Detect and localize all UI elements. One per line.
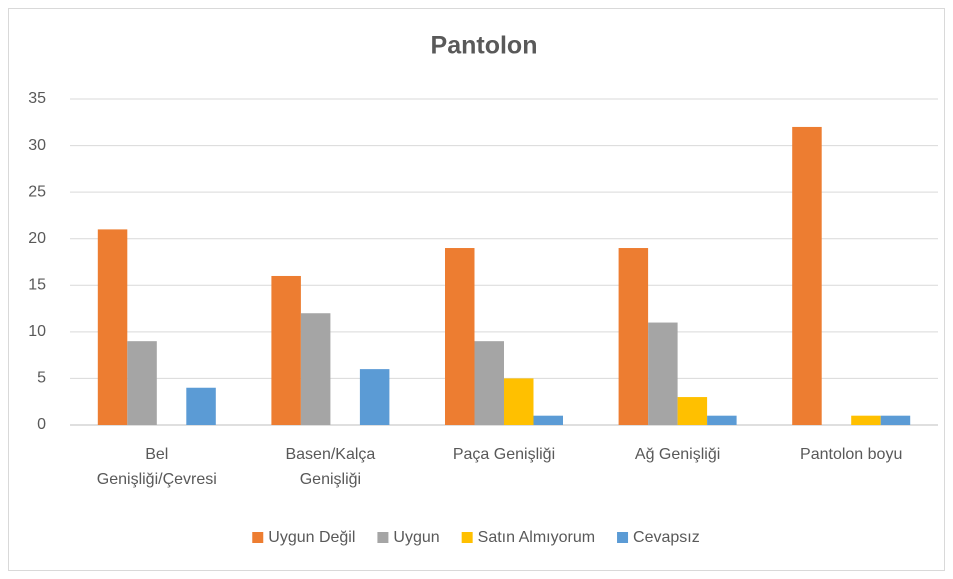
- y-tick-label: 35: [28, 90, 46, 107]
- bar: [677, 397, 708, 425]
- x-tick-label: Bel Genişliği/Çevresi: [97, 446, 217, 488]
- bar: [186, 387, 216, 425]
- bar: [271, 275, 301, 425]
- y-tick-label: 20: [28, 230, 46, 247]
- legend-swatch: [461, 532, 473, 543]
- legend-label: Cevapsız: [633, 529, 700, 546]
- legend-swatch: [252, 532, 264, 543]
- legend-label: Uygun: [393, 529, 439, 546]
- x-tick-label: Paça Genişliği: [453, 446, 555, 463]
- x-tick-label: Ağ Genişliği: [635, 446, 720, 463]
- bar: [504, 378, 534, 425]
- y-tick-label: 0: [37, 416, 46, 433]
- bar: [97, 229, 128, 425]
- legend: Uygun Değil Uygun Satın Almıyorum Cevapsız: [252, 529, 700, 546]
- bar: [618, 248, 649, 425]
- chart-border: [8, 8, 945, 571]
- x-tick-label: Pantolon boyu: [800, 446, 902, 463]
- bar: [474, 341, 504, 425]
- bar: [445, 248, 475, 425]
- legend-swatch: [377, 532, 389, 543]
- y-tick-label: 10: [28, 323, 46, 340]
- legend-swatch: [617, 532, 629, 543]
- legend-label: Satın Almıyorum: [478, 529, 595, 546]
- bar: [127, 341, 157, 425]
- legend-label: Uygun Değil: [268, 529, 355, 546]
- bar: [880, 415, 911, 425]
- y-tick-label: 25: [28, 183, 46, 200]
- y-tick-label: 30: [28, 137, 46, 154]
- bar: [359, 369, 390, 425]
- y-tick-label: 5: [37, 370, 46, 387]
- chart-title: Pantolon: [431, 32, 538, 60]
- y-tick-label: 15: [28, 277, 46, 294]
- bar: [851, 415, 881, 425]
- bar: [707, 415, 737, 425]
- bar: [300, 313, 331, 425]
- bar: [648, 322, 678, 425]
- bar: [792, 126, 822, 425]
- x-tick-label: Basen/Kalça Genişliği: [285, 446, 375, 488]
- bar: [533, 415, 563, 425]
